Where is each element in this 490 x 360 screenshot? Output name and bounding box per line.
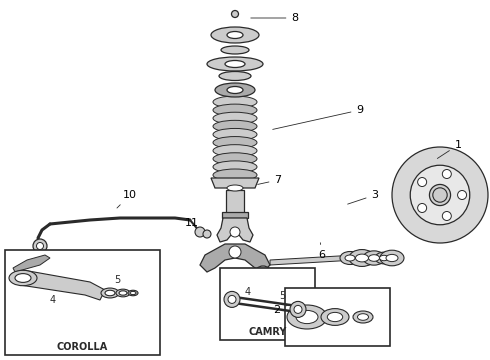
Circle shape (36, 243, 44, 249)
Ellipse shape (358, 314, 368, 320)
Circle shape (230, 227, 240, 237)
Ellipse shape (375, 252, 393, 264)
Ellipse shape (356, 254, 368, 262)
Ellipse shape (215, 83, 255, 97)
Text: 5: 5 (279, 291, 285, 301)
Text: 4: 4 (245, 287, 251, 297)
Ellipse shape (321, 309, 349, 325)
Circle shape (228, 296, 236, 303)
Circle shape (224, 291, 240, 307)
Text: 2: 2 (273, 305, 288, 315)
Ellipse shape (379, 255, 389, 261)
Ellipse shape (119, 291, 127, 295)
Text: 3: 3 (347, 190, 378, 204)
Polygon shape (20, 270, 105, 300)
Text: 5: 5 (114, 275, 120, 285)
Ellipse shape (130, 291, 136, 294)
Circle shape (410, 165, 470, 225)
Circle shape (231, 10, 239, 18)
Ellipse shape (15, 274, 31, 282)
Text: 8: 8 (251, 13, 298, 23)
Ellipse shape (296, 310, 318, 324)
Ellipse shape (287, 305, 327, 329)
Ellipse shape (213, 96, 257, 108)
Text: 7: 7 (258, 175, 282, 185)
Circle shape (229, 246, 241, 258)
Text: COROLLA: COROLLA (57, 342, 108, 352)
Polygon shape (217, 218, 253, 242)
Ellipse shape (227, 185, 243, 191)
Text: 11: 11 (185, 218, 199, 228)
Polygon shape (13, 255, 50, 272)
Polygon shape (200, 244, 270, 272)
Ellipse shape (213, 169, 257, 181)
Ellipse shape (213, 145, 257, 157)
Circle shape (417, 177, 427, 186)
Ellipse shape (116, 289, 130, 297)
Ellipse shape (327, 312, 343, 321)
Text: 4: 4 (50, 295, 56, 305)
Text: 1: 1 (437, 140, 462, 158)
Ellipse shape (368, 255, 379, 261)
Polygon shape (211, 178, 259, 188)
Ellipse shape (380, 250, 404, 266)
Circle shape (258, 282, 268, 292)
Ellipse shape (213, 129, 257, 140)
Circle shape (33, 239, 47, 253)
Ellipse shape (349, 249, 375, 266)
Ellipse shape (227, 86, 243, 94)
Ellipse shape (221, 46, 249, 54)
Circle shape (429, 184, 451, 206)
Text: CAMRY: CAMRY (248, 327, 287, 337)
Ellipse shape (363, 251, 385, 265)
Ellipse shape (219, 72, 251, 81)
Circle shape (294, 305, 302, 314)
Ellipse shape (9, 270, 37, 286)
Circle shape (417, 203, 427, 212)
Circle shape (258, 270, 268, 280)
Bar (5, 250, 160, 355)
Ellipse shape (128, 290, 138, 296)
Ellipse shape (225, 60, 245, 68)
Ellipse shape (213, 153, 257, 165)
Circle shape (442, 170, 451, 179)
Circle shape (433, 188, 447, 202)
Circle shape (392, 147, 488, 243)
Circle shape (442, 211, 451, 220)
Circle shape (458, 190, 466, 199)
Ellipse shape (213, 161, 257, 173)
Polygon shape (226, 190, 244, 215)
Ellipse shape (340, 252, 360, 265)
Circle shape (195, 227, 205, 237)
Ellipse shape (213, 136, 257, 149)
Bar (285, 288, 390, 346)
Circle shape (290, 301, 306, 318)
Ellipse shape (227, 32, 243, 39)
Ellipse shape (345, 255, 355, 261)
Ellipse shape (213, 112, 257, 124)
Ellipse shape (353, 311, 373, 323)
Text: 10: 10 (117, 190, 137, 208)
Text: 9: 9 (273, 105, 364, 129)
Ellipse shape (213, 120, 257, 132)
Circle shape (254, 266, 272, 284)
Polygon shape (270, 253, 390, 265)
Bar (220, 268, 315, 340)
Ellipse shape (101, 288, 119, 298)
Ellipse shape (207, 57, 263, 71)
Circle shape (203, 230, 211, 238)
Ellipse shape (386, 255, 398, 262)
Text: 6: 6 (318, 243, 325, 260)
Ellipse shape (213, 104, 257, 116)
Ellipse shape (105, 290, 115, 296)
Polygon shape (222, 212, 248, 218)
Ellipse shape (211, 27, 259, 43)
